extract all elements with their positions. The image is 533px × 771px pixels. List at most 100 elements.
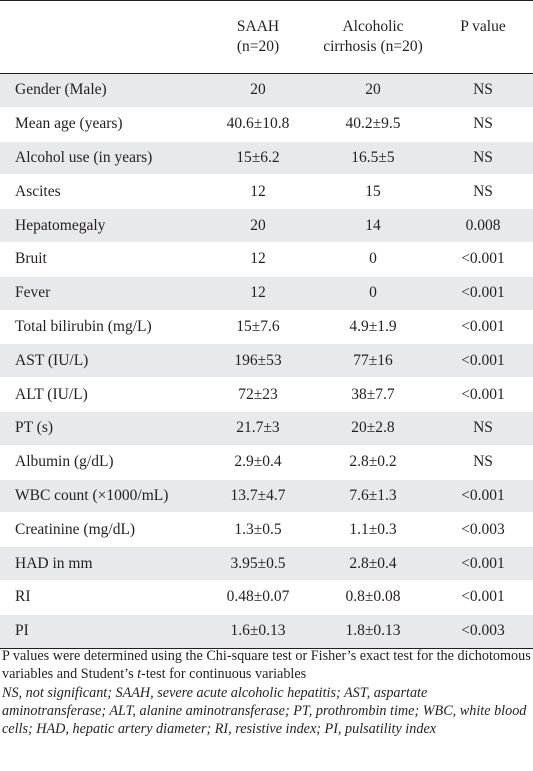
- cell-p-value: <0.001: [433, 377, 533, 412]
- header-p-value: P value: [433, 0, 533, 74]
- cell-parameter: Mean age (years): [0, 106, 203, 142]
- cell-parameter: Fever: [0, 275, 203, 311]
- cell-parameter: PI: [0, 613, 203, 649]
- table-body: Gender (Male) 20 20 NS Mean age (years) 40.6±…: [0, 73, 533, 649]
- cell-p-value: <0.003: [433, 613, 533, 649]
- cell-saah: 12: [203, 174, 313, 209]
- cell-p-value: <0.001: [433, 309, 533, 344]
- abbreviations-note: NS, not significant; SAAH, severe acute …: [2, 684, 527, 738]
- cell-parameter: Total bilirubin (mg/L): [0, 309, 203, 344]
- cell-p-value: <0.001: [433, 478, 533, 513]
- cell-cirrhosis: 0: [313, 241, 433, 277]
- cell-parameter: WBC count (×1000/mL): [0, 478, 203, 513]
- cell-p-value: NS: [433, 73, 533, 108]
- cell-saah: 20: [203, 208, 313, 243]
- cell-saah: 1.6±0.13: [203, 613, 313, 649]
- cell-saah: 2.9±0.4: [203, 444, 313, 480]
- cell-saah: 21.7±3: [203, 410, 313, 446]
- cell-p-value: 0.008: [433, 208, 533, 243]
- table-row: Alcohol use (in years) 15±6.2 16.5±5 NS: [0, 140, 533, 175]
- cell-parameter: Gender (Male): [0, 73, 203, 108]
- table-row: ALT (IU/L) 72±23 38±7.7 <0.001: [0, 377, 533, 412]
- cell-parameter: Hepatomegaly: [0, 208, 203, 243]
- cell-saah: 12: [203, 241, 313, 277]
- cell-cirrhosis: 7.6±1.3: [313, 478, 433, 513]
- cell-cirrhosis: 16.5±5: [313, 140, 433, 175]
- comparison-table: SAAH (n=20) Alcoholic cirrhosis (n=20) P…: [0, 0, 533, 649]
- cell-p-value: <0.001: [433, 275, 533, 311]
- table-row: Albumin (g/dL) 2.9±0.4 2.8±0.2 NS: [0, 444, 533, 480]
- header-p-value-line1: P value: [460, 18, 506, 35]
- cell-cirrhosis: 0: [313, 275, 433, 311]
- cell-p-value: <0.001: [433, 241, 533, 277]
- methods-note: P values were determined using the Chi-s…: [2, 647, 532, 684]
- table-footnotes: P values were determined using the Chi-s…: [2, 647, 532, 738]
- cell-p-value: <0.003: [433, 512, 533, 547]
- cell-p-value: NS: [433, 410, 533, 446]
- cell-cirrhosis: 1.8±0.13: [313, 613, 433, 649]
- table-row: PT (s) 21.7±3 20±2.8 NS: [0, 410, 533, 446]
- table-row: Hepatomegaly 20 14 0.008: [0, 208, 533, 243]
- cell-saah: 72±23: [203, 377, 313, 412]
- table-row: Bruit 12 0 <0.001: [0, 241, 533, 277]
- table-row: Mean age (years) 40.6±10.8 40.2±9.5 NS: [0, 106, 533, 142]
- header-row: SAAH (n=20) Alcoholic cirrhosis (n=20) P…: [0, 0, 533, 74]
- cell-parameter: Creatinine (mg/dL): [0, 512, 203, 547]
- cell-saah: 0.48±0.07: [203, 579, 313, 615]
- header-saah: SAAH (n=20): [203, 0, 313, 74]
- table-row: Ascites 12 15 NS: [0, 174, 533, 209]
- cell-cirrhosis: 0.8±0.08: [313, 579, 433, 615]
- cell-saah: 3.95±0.5: [203, 546, 313, 581]
- cell-parameter: PT (s): [0, 410, 203, 446]
- table-row: RI 0.48±0.07 0.8±0.08 <0.001: [0, 579, 533, 615]
- cell-cirrhosis: 15: [313, 174, 433, 209]
- comparison-table-container: SAAH (n=20) Alcoholic cirrhosis (n=20) P…: [0, 0, 533, 649]
- cell-cirrhosis: 1.1±0.3: [313, 512, 433, 547]
- table-header: SAAH (n=20) Alcoholic cirrhosis (n=20) P…: [0, 0, 533, 74]
- cell-p-value: <0.001: [433, 546, 533, 581]
- table-row: HAD in mm 3.95±0.5 2.8±0.4 <0.001: [0, 546, 533, 581]
- table-row: Total bilirubin (mg/L) 15±7.6 4.9±1.9 <0.00…: [0, 309, 533, 344]
- header-cirrhosis-line1: Alcoholic: [342, 18, 404, 35]
- cell-saah: 20: [203, 73, 313, 108]
- header-saah-line2: (n=20): [236, 38, 280, 55]
- methods-note-t: t: [137, 666, 142, 683]
- cell-parameter: Albumin (g/dL): [0, 444, 203, 480]
- table-row: Fever 12 0 <0.001: [0, 275, 533, 311]
- table-row: Creatinine (mg/dL) 1.3±0.5 1.1±0.3 <0.003: [0, 512, 533, 547]
- cell-saah: 40.6±10.8: [203, 106, 313, 142]
- cell-p-value: <0.001: [433, 579, 533, 615]
- cell-parameter: Ascites: [0, 174, 203, 209]
- cell-saah: 13.7±4.7: [203, 478, 313, 513]
- cell-cirrhosis: 14: [313, 208, 433, 243]
- cell-cirrhosis: 20±2.8: [313, 410, 433, 446]
- cell-cirrhosis: 77±16: [313, 343, 433, 378]
- cell-p-value: NS: [433, 140, 533, 175]
- header-cirrhosis-line2: cirrhosis (n=20): [323, 38, 423, 55]
- cell-p-value: NS: [433, 174, 533, 209]
- cell-parameter: RI: [0, 579, 203, 615]
- table-row: WBC count (×1000/mL) 13.7±4.7 7.6±1.3 <0.00…: [0, 478, 533, 513]
- cell-parameter: AST (IU/L): [0, 343, 203, 378]
- table-row: Gender (Male) 20 20 NS: [0, 73, 533, 108]
- methods-note-a: P values were determined using the Chi-s…: [2, 648, 531, 683]
- header-parameter: [0, 0, 203, 74]
- cell-parameter: ALT (IU/L): [0, 377, 203, 412]
- cell-cirrhosis: 4.9±1.9: [313, 309, 433, 344]
- cell-cirrhosis: 2.8±0.4: [313, 546, 433, 581]
- methods-note-b: -test for continuous variables: [141, 666, 307, 683]
- cell-saah: 1.3±0.5: [203, 512, 313, 547]
- cell-saah: 15±7.6: [203, 309, 313, 344]
- header-saah-line1: SAAH: [236, 18, 280, 35]
- cell-cirrhosis: 40.2±9.5: [313, 106, 433, 142]
- cell-cirrhosis: 38±7.7: [313, 377, 433, 412]
- cell-parameter: HAD in mm: [0, 546, 203, 581]
- cell-p-value: <0.001: [433, 343, 533, 378]
- cell-parameter: Bruit: [0, 241, 203, 277]
- cell-p-value: NS: [433, 106, 533, 142]
- cell-saah: 196±53: [203, 343, 313, 378]
- cell-cirrhosis: 2.8±0.2: [313, 444, 433, 480]
- header-cirrhosis: Alcoholic cirrhosis (n=20): [313, 0, 433, 74]
- table-row: PI 1.6±0.13 1.8±0.13 <0.003: [0, 613, 533, 649]
- cell-saah: 12: [203, 275, 313, 311]
